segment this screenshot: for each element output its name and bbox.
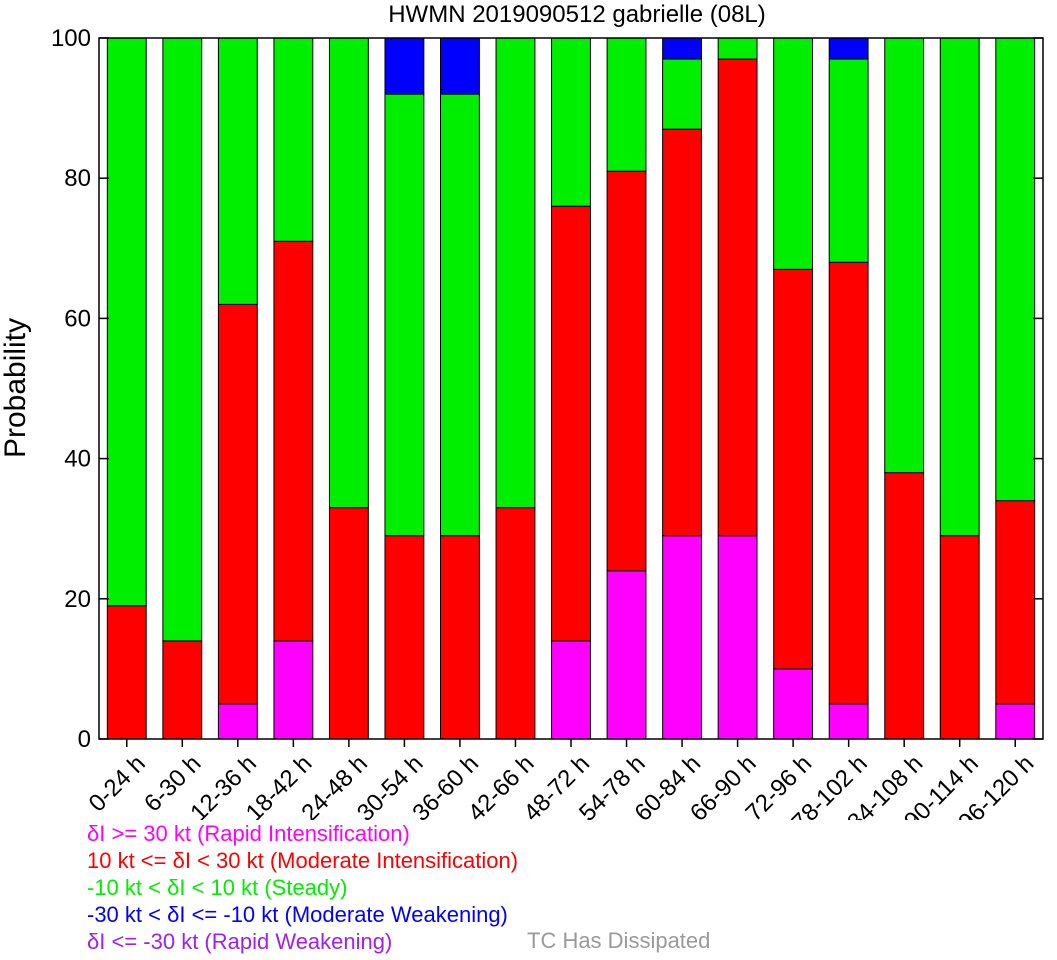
bar-mi-7 bbox=[495, 507, 536, 740]
y-tick-label-100: 100 bbox=[51, 25, 91, 52]
bar-mi-10 bbox=[662, 128, 702, 537]
bar-mi-13 bbox=[828, 261, 869, 705]
bar-steady-16 bbox=[995, 37, 1036, 502]
bar-mi-8 bbox=[551, 205, 591, 642]
bar-steady-2 bbox=[217, 37, 258, 305]
y-ticks-group: 0 20 40 60 80 100 bbox=[51, 25, 1043, 753]
bar-ri-3 bbox=[273, 640, 314, 740]
bar-ri-12 bbox=[773, 668, 814, 740]
y-tick-label-80: 80 bbox=[64, 165, 91, 192]
chart-title: HWMN 2019090512 gabrielle (08L) bbox=[388, 1, 766, 28]
bar-mi-0 bbox=[106, 605, 147, 740]
legend-item-moderate-weakening: -30 kt < δI <= -10 kt (Moderate Weakenin… bbox=[87, 902, 508, 927]
y-axis-label: Probability bbox=[0, 318, 32, 458]
bar-mw-6 bbox=[440, 37, 480, 95]
bar-ri-11 bbox=[717, 535, 758, 740]
bar-mw-10 bbox=[662, 37, 702, 60]
bar-steady-7 bbox=[495, 37, 536, 509]
bar-mi-2 bbox=[217, 303, 258, 705]
x-ticks-group: 0-24 h6-30 h12-36 h18-42 h24-48 h30-54 h… bbox=[84, 739, 1039, 820]
bar-steady-6 bbox=[440, 93, 480, 537]
bar-mi-12 bbox=[773, 268, 814, 670]
bar-mi-6 bbox=[440, 535, 480, 740]
bar-mi-11 bbox=[717, 58, 758, 537]
bar-mi-15 bbox=[939, 535, 980, 740]
y-tick-label-0: 0 bbox=[78, 726, 91, 753]
y-tick-label-60: 60 bbox=[64, 305, 91, 332]
bar-mi-9 bbox=[606, 170, 647, 572]
legend-item-dissipated: TC Has Dissipated bbox=[527, 928, 711, 953]
bar-steady-4 bbox=[328, 37, 369, 509]
bar-mi-16 bbox=[995, 500, 1036, 705]
bar-ri-13 bbox=[828, 703, 869, 740]
bar-ri-16 bbox=[995, 703, 1036, 740]
bar-ri-9 bbox=[606, 570, 647, 740]
stacked-bar-chart: HWMN 2019090512 gabrielle (08L) Probabil… bbox=[0, 1, 1044, 820]
bar-steady-10 bbox=[662, 58, 702, 130]
bar-steady-13 bbox=[828, 58, 869, 263]
legend-item-rapid-weakening: δI <= -30 kt (Rapid Weakening) bbox=[87, 929, 393, 954]
legend: δI >= 30 kt (Rapid Intensification) 10 k… bbox=[87, 820, 518, 955]
bars-group bbox=[106, 37, 1036, 740]
bar-steady-0 bbox=[106, 37, 147, 607]
bar-steady-5 bbox=[384, 93, 425, 537]
bar-ri-10 bbox=[662, 535, 702, 740]
bar-steady-11 bbox=[717, 37, 758, 60]
bar-steady-8 bbox=[551, 37, 591, 207]
bar-steady-14 bbox=[884, 37, 925, 474]
bar-mi-14 bbox=[884, 472, 925, 740]
bar-ri-2 bbox=[217, 703, 258, 740]
bar-steady-12 bbox=[773, 37, 814, 270]
y-tick-label-40: 40 bbox=[64, 446, 91, 473]
bar-mi-4 bbox=[328, 507, 369, 740]
legend-item-moderate-intensification: 10 kt <= δI < 30 kt (Moderate Intensific… bbox=[87, 848, 519, 873]
legend-item-rapid-intensification: δI >= 30 kt (Rapid Intensification) bbox=[87, 821, 410, 846]
bar-mi-1 bbox=[162, 640, 203, 740]
bar-steady-1 bbox=[162, 37, 203, 642]
legend-item-steady: -10 kt < δI < 10 kt (Steady) bbox=[87, 875, 348, 900]
bar-mi-3 bbox=[273, 240, 314, 642]
bar-mw-5 bbox=[384, 37, 425, 95]
bar-steady-9 bbox=[606, 37, 647, 172]
bar-ri-8 bbox=[551, 640, 591, 740]
x-tick-label-0: 0-24 h bbox=[84, 750, 151, 817]
bar-steady-3 bbox=[273, 37, 314, 242]
y-tick-label-20: 20 bbox=[64, 586, 91, 613]
bar-mi-5 bbox=[384, 535, 425, 740]
bar-steady-15 bbox=[939, 37, 980, 537]
bar-mw-13 bbox=[828, 37, 869, 60]
